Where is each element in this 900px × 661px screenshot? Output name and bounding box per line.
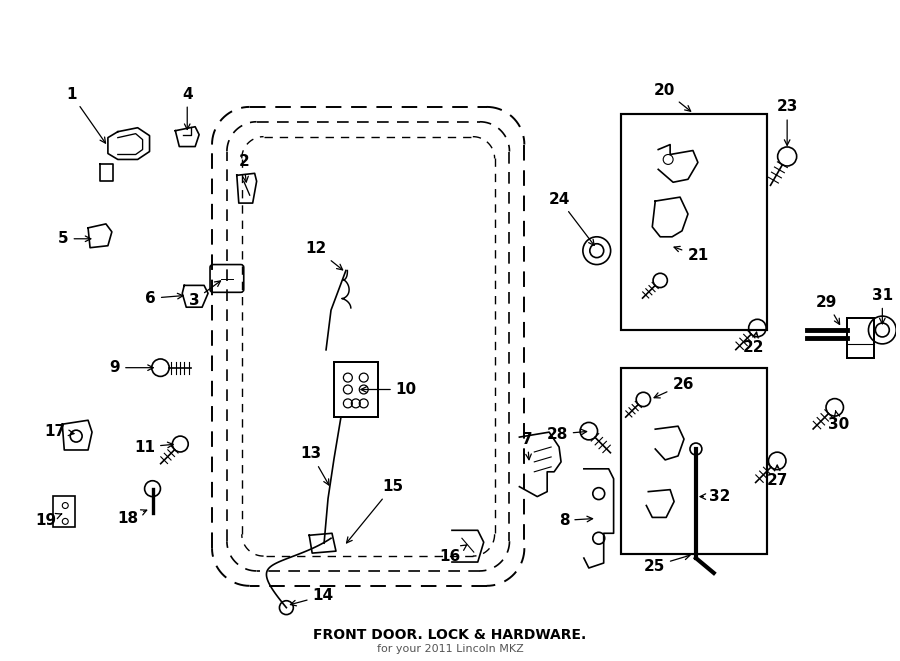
Text: 27: 27 xyxy=(767,465,788,488)
Text: 5: 5 xyxy=(58,231,91,247)
Bar xyxy=(621,368,768,554)
Text: 21: 21 xyxy=(674,247,708,263)
Text: 4: 4 xyxy=(182,87,193,130)
Text: 24: 24 xyxy=(548,192,594,245)
Text: 25: 25 xyxy=(644,554,690,574)
Text: 13: 13 xyxy=(301,446,328,485)
Text: 11: 11 xyxy=(134,440,173,455)
Text: 18: 18 xyxy=(117,510,147,526)
Text: 22: 22 xyxy=(742,332,764,356)
Text: 20: 20 xyxy=(653,83,690,111)
Bar xyxy=(334,362,378,417)
Text: 12: 12 xyxy=(305,241,343,270)
Text: 31: 31 xyxy=(872,288,893,324)
Text: 15: 15 xyxy=(346,479,403,543)
Text: 1: 1 xyxy=(66,87,105,143)
Text: 8: 8 xyxy=(559,513,592,528)
Text: 2: 2 xyxy=(238,154,249,182)
Text: 32: 32 xyxy=(700,489,731,504)
Text: 16: 16 xyxy=(439,545,467,564)
Text: FRONT DOOR. LOCK & HARDWARE.: FRONT DOOR. LOCK & HARDWARE. xyxy=(313,629,587,642)
Text: 29: 29 xyxy=(816,295,840,325)
Text: 23: 23 xyxy=(777,99,797,145)
Text: for your 2011 Lincoln MKZ: for your 2011 Lincoln MKZ xyxy=(376,644,524,654)
Text: 7: 7 xyxy=(522,432,533,459)
Text: 6: 6 xyxy=(145,291,183,306)
Text: 19: 19 xyxy=(35,513,62,528)
Text: 9: 9 xyxy=(110,360,153,375)
Text: 14: 14 xyxy=(291,588,334,606)
Bar xyxy=(53,496,76,527)
Bar xyxy=(847,318,875,358)
Text: 17: 17 xyxy=(45,424,74,439)
Text: 26: 26 xyxy=(654,377,694,398)
Text: 3: 3 xyxy=(189,281,220,308)
Text: 30: 30 xyxy=(828,411,850,432)
Text: 28: 28 xyxy=(546,426,587,442)
Text: 10: 10 xyxy=(361,382,417,397)
Bar xyxy=(621,114,768,330)
